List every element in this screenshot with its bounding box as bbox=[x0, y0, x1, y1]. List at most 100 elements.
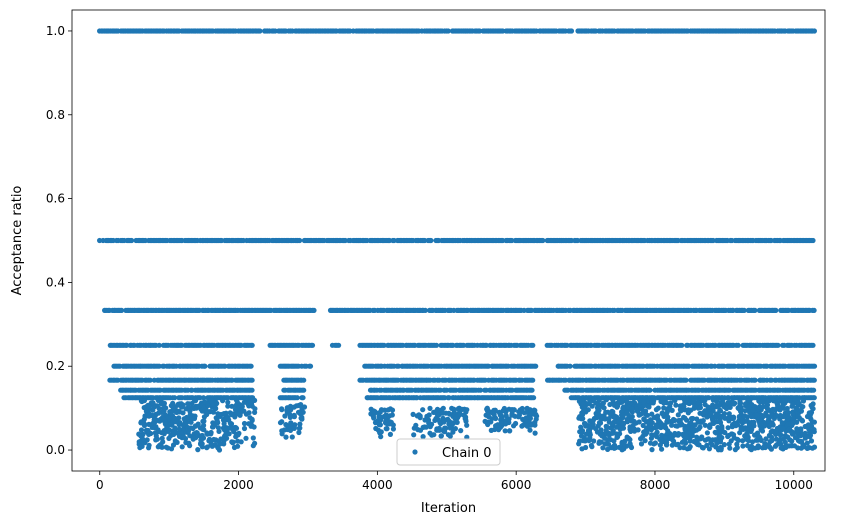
data-point bbox=[297, 237, 303, 244]
data-point bbox=[748, 428, 754, 434]
data-point bbox=[296, 429, 302, 436]
data-point bbox=[773, 399, 779, 405]
data-point bbox=[705, 436, 711, 442]
legend: Chain 0 bbox=[396, 438, 501, 466]
data-point bbox=[734, 445, 740, 451]
data-point bbox=[440, 415, 446, 421]
data-point bbox=[232, 407, 239, 413]
data-point bbox=[685, 407, 691, 413]
data-point bbox=[247, 399, 254, 405]
data-point bbox=[241, 420, 248, 427]
data-point bbox=[618, 425, 624, 432]
data-point bbox=[662, 439, 668, 445]
data-points bbox=[97, 28, 818, 453]
data-point bbox=[695, 441, 701, 447]
data-point bbox=[181, 416, 187, 422]
data-point bbox=[152, 425, 158, 431]
data-point bbox=[415, 427, 421, 433]
data-point bbox=[587, 435, 593, 441]
y-tick-label: 0.2 bbox=[46, 359, 65, 373]
data-point bbox=[251, 424, 257, 430]
data-point bbox=[765, 418, 771, 424]
data-point bbox=[252, 406, 258, 412]
data-point bbox=[202, 363, 208, 369]
data-point bbox=[190, 425, 196, 432]
data-point bbox=[229, 439, 235, 445]
data-point bbox=[745, 404, 752, 411]
data-point bbox=[595, 407, 601, 413]
data-point bbox=[249, 342, 255, 348]
data-point bbox=[644, 412, 651, 418]
data-point bbox=[150, 400, 156, 406]
data-point bbox=[463, 409, 469, 415]
data-point bbox=[777, 432, 784, 438]
data-point bbox=[301, 377, 307, 383]
data-point bbox=[383, 419, 389, 425]
data-point bbox=[234, 399, 240, 405]
data-point bbox=[529, 411, 535, 417]
data-point bbox=[452, 426, 458, 432]
data-point bbox=[673, 402, 679, 408]
data-point bbox=[765, 442, 772, 448]
data-point bbox=[428, 237, 434, 244]
data-point bbox=[564, 342, 570, 348]
data-point bbox=[440, 410, 446, 416]
data-point bbox=[791, 443, 798, 449]
data-point bbox=[579, 446, 585, 452]
data-point bbox=[621, 446, 627, 452]
data-point bbox=[220, 398, 226, 404]
data-point bbox=[172, 438, 178, 444]
data-point bbox=[371, 408, 377, 414]
data-point bbox=[617, 431, 623, 437]
data-point bbox=[445, 28, 451, 34]
data-point bbox=[156, 405, 162, 412]
data-point bbox=[301, 387, 307, 393]
data-point bbox=[620, 412, 627, 418]
data-point bbox=[749, 414, 755, 420]
data-point bbox=[603, 427, 609, 433]
data-point bbox=[250, 435, 256, 441]
data-point bbox=[576, 398, 583, 404]
data-point bbox=[649, 447, 655, 453]
data-point bbox=[779, 420, 785, 426]
data-point bbox=[742, 418, 748, 424]
data-point bbox=[237, 407, 244, 413]
data-point bbox=[427, 405, 433, 411]
data-point bbox=[284, 405, 290, 411]
data-point bbox=[576, 415, 582, 421]
data-point bbox=[811, 395, 817, 401]
data-point bbox=[225, 399, 231, 405]
data-point bbox=[124, 342, 130, 348]
data-point bbox=[811, 363, 818, 369]
data-point bbox=[716, 402, 722, 408]
data-point bbox=[806, 410, 813, 416]
data-point bbox=[809, 419, 815, 425]
data-point bbox=[235, 432, 241, 438]
data-point bbox=[129, 237, 135, 244]
data-point bbox=[652, 440, 659, 446]
data-point bbox=[291, 425, 297, 431]
data-point bbox=[294, 395, 300, 401]
data-point bbox=[299, 416, 305, 422]
data-point bbox=[647, 387, 653, 393]
legend-label-chain-0: Chain 0 bbox=[442, 446, 492, 461]
data-point bbox=[691, 398, 697, 404]
data-point bbox=[740, 443, 746, 449]
data-point bbox=[705, 404, 711, 410]
data-point bbox=[683, 398, 689, 404]
data-point bbox=[235, 438, 241, 444]
data-point bbox=[639, 410, 645, 416]
data-point bbox=[216, 428, 222, 434]
data-point bbox=[447, 411, 453, 417]
data-point bbox=[427, 424, 433, 430]
data-point bbox=[763, 436, 769, 442]
data-point bbox=[283, 422, 289, 428]
data-point bbox=[215, 445, 221, 451]
data-point bbox=[257, 28, 263, 34]
data-point bbox=[650, 400, 656, 406]
data-point bbox=[154, 436, 160, 442]
data-point bbox=[277, 420, 284, 426]
data-point bbox=[204, 445, 210, 451]
x-axis: 0 2000 4000 6000 8000 10000 bbox=[96, 471, 813, 492]
